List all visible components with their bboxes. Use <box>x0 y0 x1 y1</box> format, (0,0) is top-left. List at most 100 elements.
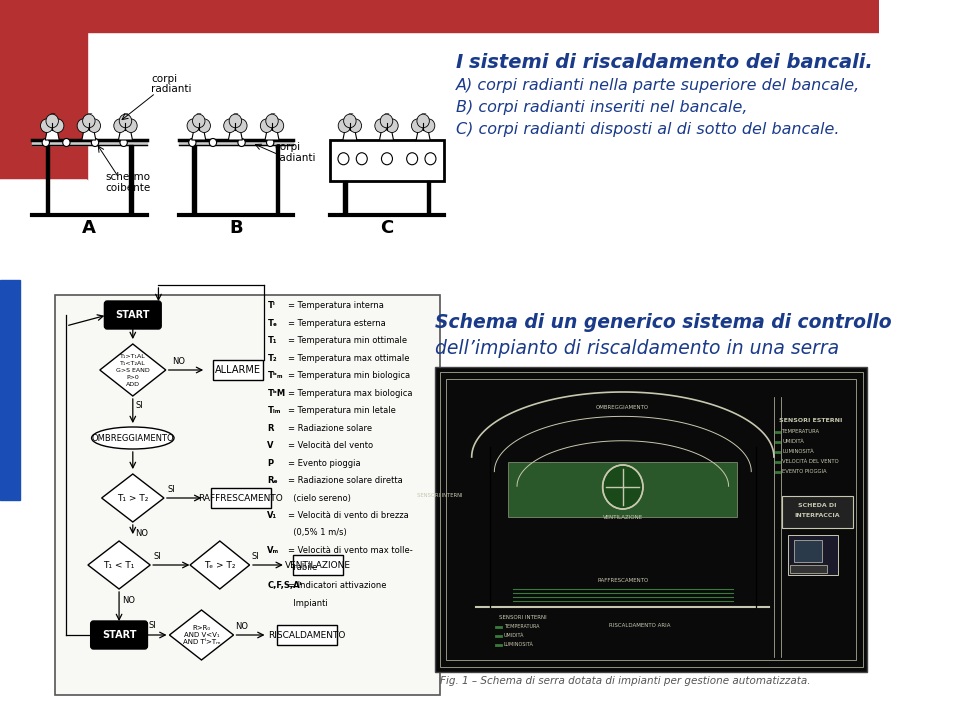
Circle shape <box>344 114 356 127</box>
Text: NO: NO <box>235 622 249 631</box>
Circle shape <box>266 114 278 127</box>
Circle shape <box>417 114 429 127</box>
Text: UMIDITÀ: UMIDITÀ <box>504 633 524 638</box>
Circle shape <box>229 114 242 127</box>
Text: ~: ~ <box>383 112 390 117</box>
Text: T₁>T₁AL: T₁>T₁AL <box>120 354 146 359</box>
Polygon shape <box>118 130 132 140</box>
Text: A) corpi radianti nella parte superiore del bancale,: A) corpi radianti nella parte superiore … <box>456 78 860 93</box>
Text: ~: ~ <box>269 112 275 117</box>
Text: = Temperatura max ottimale: = Temperatura max ottimale <box>288 354 409 362</box>
Polygon shape <box>45 130 60 140</box>
Circle shape <box>46 114 59 127</box>
Bar <box>790 565 828 573</box>
Text: T₁: T₁ <box>268 336 276 345</box>
Circle shape <box>234 119 247 132</box>
Text: B) corpi radianti inseriti nel bancale,: B) corpi radianti inseriti nel bancale, <box>456 100 748 115</box>
Circle shape <box>62 138 70 147</box>
Text: SENSORI ESTERNI: SENSORI ESTERNI <box>779 418 842 423</box>
Text: AND V<V₁: AND V<V₁ <box>183 632 219 638</box>
Text: AND Tᴵ>Tₘ: AND Tᴵ>Tₘ <box>182 639 220 645</box>
Text: START: START <box>115 310 150 320</box>
Circle shape <box>407 153 418 165</box>
Circle shape <box>412 119 424 132</box>
Text: Vₘ: Vₘ <box>268 546 279 555</box>
Text: radianti: radianti <box>151 84 192 94</box>
Text: C: C <box>380 219 394 237</box>
Text: = Indicatori attivazione: = Indicatori attivazione <box>288 581 386 590</box>
Bar <box>427 181 430 215</box>
Circle shape <box>338 153 348 165</box>
Text: P: P <box>268 458 274 468</box>
Text: Tₑ > T₂: Tₑ > T₂ <box>204 561 235 569</box>
Text: I: I <box>456 53 470 72</box>
Bar <box>508 462 737 517</box>
Text: TᵇM: TᵇM <box>268 389 285 397</box>
Text: R: R <box>268 423 274 432</box>
Circle shape <box>91 138 99 147</box>
Text: SI: SI <box>168 485 176 494</box>
Text: TEMPERATURA: TEMPERATURA <box>504 624 540 629</box>
Text: Fig. 1 – Schema di serra dotata di impianti per gestione automatizzata.: Fig. 1 – Schema di serra dotata di impia… <box>440 676 810 686</box>
Text: ~: ~ <box>85 112 92 117</box>
Bar <box>0 180 87 230</box>
Bar <box>192 145 196 215</box>
FancyBboxPatch shape <box>90 621 148 649</box>
Circle shape <box>224 119 236 132</box>
Text: RISCALDAMENTO: RISCALDAMENTO <box>268 631 346 639</box>
Text: coibente: coibente <box>106 183 151 193</box>
Circle shape <box>125 119 137 132</box>
Circle shape <box>40 119 53 132</box>
Circle shape <box>52 119 64 132</box>
Text: radianti: radianti <box>275 153 315 163</box>
Text: TEMPERATURA: TEMPERATURA <box>782 429 820 434</box>
Polygon shape <box>379 130 394 140</box>
Text: schermo: schermo <box>106 172 151 182</box>
Text: ~: ~ <box>420 112 426 117</box>
Text: = Temperatura min ottimale: = Temperatura min ottimale <box>288 336 407 345</box>
Text: dell’impianto di riscaldamento in una serra: dell’impianto di riscaldamento in una se… <box>435 339 839 358</box>
Text: ADD: ADD <box>126 382 140 387</box>
Text: UMIDITÀ: UMIDITÀ <box>782 439 804 444</box>
Text: sistemi di riscaldamento dei bancali.: sistemi di riscaldamento dei bancali. <box>468 53 873 72</box>
Bar <box>179 140 293 145</box>
Circle shape <box>422 119 435 132</box>
Circle shape <box>193 114 205 127</box>
Circle shape <box>260 119 273 132</box>
Text: ~: ~ <box>196 112 202 117</box>
Circle shape <box>380 114 393 127</box>
Circle shape <box>198 119 210 132</box>
Text: SI: SI <box>149 621 156 630</box>
Text: T₁ > T₂: T₁ > T₂ <box>117 493 149 503</box>
Bar <box>277 625 337 645</box>
Text: (cielo sereno): (cielo sereno) <box>288 493 350 503</box>
Circle shape <box>42 138 50 147</box>
Polygon shape <box>169 610 233 660</box>
Circle shape <box>381 153 393 165</box>
Bar <box>787 535 838 575</box>
Text: OMBREGGIAMENTO: OMBREGGIAMENTO <box>596 405 649 410</box>
Text: LUMINOSITÀ: LUMINOSITÀ <box>782 449 814 454</box>
Polygon shape <box>265 130 279 140</box>
Text: P>0: P>0 <box>127 374 139 379</box>
Bar <box>213 360 263 380</box>
Circle shape <box>386 119 398 132</box>
Text: G>S EAND: G>S EAND <box>116 367 150 372</box>
Text: SI: SI <box>135 401 143 410</box>
Polygon shape <box>192 130 205 140</box>
Text: corpi: corpi <box>151 74 178 84</box>
Bar <box>210 488 271 508</box>
Bar <box>130 145 132 215</box>
Text: INTERFACCIA: INTERFACCIA <box>794 513 840 518</box>
Text: RAFFRESCAMENTO: RAFFRESCAMENTO <box>597 578 648 583</box>
Text: = Temperatura max biologica: = Temperatura max biologica <box>288 389 412 397</box>
Text: C) corpi radianti disposti al di sotto del bancale.: C) corpi radianti disposti al di sotto d… <box>456 122 840 137</box>
Text: = Temperatura interna: = Temperatura interna <box>288 301 383 310</box>
Wedge shape <box>0 180 87 290</box>
Text: = Temperatura esterna: = Temperatura esterna <box>288 319 385 327</box>
Circle shape <box>189 138 196 147</box>
Text: RISCALDAMENTO ARIA: RISCALDAMENTO ARIA <box>609 623 671 628</box>
Text: ~: ~ <box>347 112 353 117</box>
Circle shape <box>119 114 132 127</box>
Text: = Evento pioggia: = Evento pioggia <box>288 458 360 468</box>
